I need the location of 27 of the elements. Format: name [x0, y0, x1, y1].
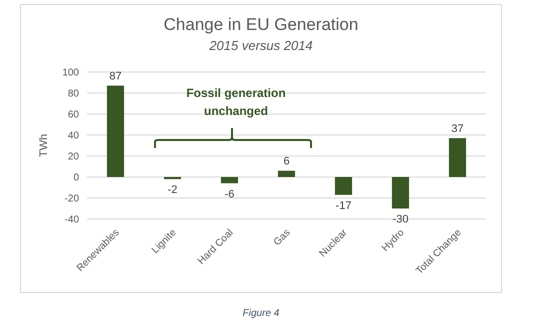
y-tick-label: 40 — [68, 130, 80, 142]
bar — [106, 86, 124, 177]
bar — [278, 170, 296, 177]
data-label: -6 — [224, 188, 234, 200]
y-tick-label: 0 — [73, 172, 80, 184]
data-label: -17 — [336, 200, 352, 212]
annotation: Fossil generation unchanged — [185, 85, 287, 120]
chart-subtitle: 2015 versus 2014 — [208, 38, 314, 53]
bar — [448, 138, 466, 177]
y-tick-label: 80 — [68, 88, 80, 100]
data-label: 37 — [451, 123, 464, 136]
y-tick-label: -40 — [64, 214, 80, 226]
data-label: 87 — [109, 70, 122, 83]
data-label: -30 — [392, 214, 408, 226]
y-tick-label: 20 — [68, 152, 80, 163]
data-label: -2 — [168, 184, 178, 196]
y-axis-title: TWh — [38, 134, 50, 158]
y-tick-label: 100 — [62, 68, 80, 79]
x-tick-label: Gas — [272, 227, 293, 248]
y-tick-label: -20 — [64, 194, 80, 205]
chart-title: Change in EU Generation — [162, 15, 360, 35]
bar — [220, 177, 238, 184]
bar — [392, 177, 410, 208]
bar — [334, 177, 352, 195]
caption: Figure 4 — [242, 308, 280, 319]
y-tick-label: 60 — [68, 110, 80, 121]
data-label: 6 — [283, 156, 290, 168]
